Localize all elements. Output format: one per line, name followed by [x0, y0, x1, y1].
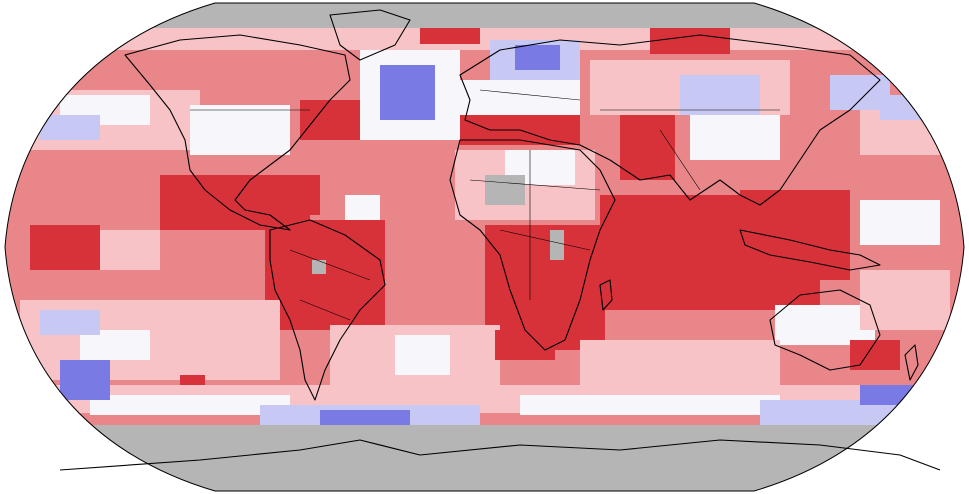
arctic-no-data [5, 3, 964, 28]
southeast-pacific-cool [40, 310, 100, 335]
southeast-pacific-cool-edge [60, 360, 110, 400]
central-pacific-pale [100, 230, 160, 270]
coast-madagascar [599, 279, 613, 311]
ne-pacific-cool [880, 95, 940, 120]
scandinavia-cool-anomaly [515, 45, 560, 70]
coast-africa [449, 139, 616, 351]
arctic-warm-siberia [650, 28, 730, 54]
coast-europe-asia [459, 34, 881, 206]
coast-new-zealand [904, 344, 919, 381]
south-pacific-west-pale [860, 270, 950, 330]
southern-ocean-neutral-east [520, 395, 780, 415]
southern-indian-pale [580, 340, 780, 390]
arctic-warm-greenland [420, 28, 480, 44]
amazon-no-data [312, 260, 326, 274]
border-sa-2 [299, 299, 351, 321]
maritime-continent-warm [740, 190, 850, 280]
middle-east-warm [620, 115, 675, 180]
border-sa-1 [289, 249, 371, 281]
east-pacific-warm [30, 225, 100, 270]
globe-outline [4, 2, 965, 492]
border-africa-2 [499, 229, 591, 251]
coast-south-america [269, 219, 386, 401]
border-asia-2 [659, 129, 701, 191]
south-africa-warm [495, 330, 555, 360]
africa-warm [485, 225, 605, 350]
australia-neutral [775, 305, 875, 345]
west-pacific-neutral [860, 200, 940, 245]
north-atlantic-cool-anomaly [380, 65, 435, 120]
coast-australia [769, 289, 881, 371]
coast-greenland [329, 9, 411, 61]
congo-no-data [550, 230, 564, 260]
southern-ocean-neutral [90, 395, 290, 415]
siberia-cool-anomaly [680, 75, 760, 115]
south-atlantic-neutral [395, 335, 450, 375]
sahara-no-data [485, 175, 525, 205]
coast-indonesia [739, 229, 881, 271]
arabian-sea-warm [600, 195, 760, 245]
country-borders [190, 89, 780, 321]
antarctica-no-data [5, 425, 964, 491]
border-africa-1 [469, 179, 601, 191]
border-europe-1 [479, 89, 581, 101]
north-america-neutral [190, 105, 290, 155]
south-america-warm [265, 220, 385, 330]
europe-neutral [460, 80, 580, 120]
coast-north-america [124, 34, 351, 231]
central-asia-neutral [690, 115, 780, 160]
southwest-pacific-cool [860, 385, 920, 405]
caribbean-warm [250, 175, 320, 215]
nw-pacific-cool [40, 115, 100, 140]
east-coast-warm [300, 100, 360, 140]
